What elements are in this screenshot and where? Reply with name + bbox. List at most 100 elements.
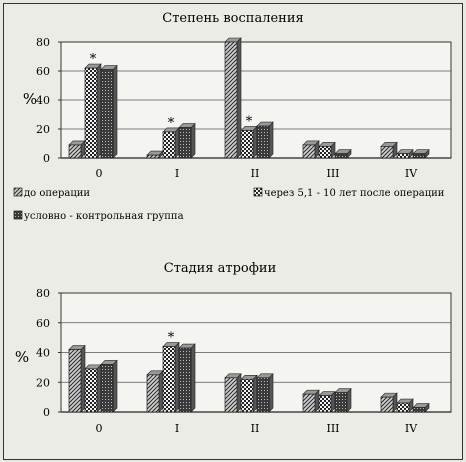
x-tick-label: 0 (96, 167, 103, 180)
y-axis-label: % (15, 348, 29, 366)
bar-side (252, 125, 258, 159)
bar-front (412, 407, 426, 413)
significance-asterisk: * (90, 52, 97, 67)
bar-front (162, 346, 176, 413)
bar (334, 387, 352, 413)
y-tick-label: 60 (36, 317, 50, 330)
bar (178, 122, 196, 159)
x-tick-label: II (251, 167, 260, 180)
bar-front (100, 69, 114, 159)
bar (240, 125, 258, 159)
bar-front (318, 146, 332, 159)
legend-label-pre-op: до операции (24, 188, 90, 199)
bar-front (380, 146, 394, 159)
bar (396, 398, 414, 413)
bar-front (240, 378, 254, 413)
legend-label-control: условно - контрольная группа (24, 211, 184, 222)
bar (318, 390, 336, 413)
bar-front (146, 374, 160, 413)
x-tick-label: II (251, 422, 260, 435)
bar (100, 64, 118, 159)
bar-side (190, 343, 196, 413)
chart-title: Степень воспаления (162, 11, 303, 26)
bar (68, 344, 86, 413)
x-tick-label: IV (405, 422, 418, 435)
bar-front (178, 127, 192, 159)
bar-front (380, 396, 394, 413)
bar-front (240, 130, 254, 159)
bar-front (412, 153, 426, 159)
bar (334, 148, 352, 159)
bar (412, 148, 430, 159)
bar-front (302, 144, 316, 159)
bar (256, 373, 274, 413)
bar-front (100, 364, 114, 413)
bar (380, 141, 398, 159)
bar-side (112, 359, 118, 413)
bar-front (334, 153, 348, 159)
bar-front (396, 153, 410, 159)
bar (256, 121, 274, 159)
y-tick-label: 80 (36, 287, 50, 300)
bar-front (256, 125, 270, 159)
bar-side (268, 121, 274, 159)
bar-front (224, 377, 238, 413)
legend-swatch-control (13, 210, 23, 220)
significance-asterisk: * (246, 114, 253, 129)
bar (84, 364, 102, 413)
bar-side (190, 122, 196, 159)
x-tick-label: III (326, 167, 339, 180)
bar-side (112, 64, 118, 159)
bar (318, 141, 336, 159)
bar (302, 140, 320, 159)
bar (178, 343, 196, 413)
bar-front (84, 368, 98, 413)
bar (240, 374, 258, 413)
bar (396, 148, 414, 159)
bar (100, 359, 118, 413)
bar-side (96, 364, 102, 413)
y-tick-label: 0 (43, 152, 50, 165)
x-tick-label: 0 (96, 422, 103, 435)
x-tick-label: I (175, 167, 179, 180)
bar (162, 127, 180, 159)
y-tick-label: 40 (36, 94, 50, 107)
significance-asterisk: * (168, 116, 175, 131)
x-tick-label: III (326, 422, 339, 435)
bar-front (146, 154, 160, 159)
legend: до операции через 5,1 - 10 лет после опе… (13, 187, 445, 222)
bar-side (174, 127, 180, 159)
bar-front (318, 395, 332, 413)
bar-front (84, 67, 98, 159)
legend-swatch-pre-op (13, 187, 23, 197)
y-tick-label: 40 (36, 347, 50, 360)
bar (162, 341, 180, 413)
chart-title: Стадия атрофии (164, 261, 277, 276)
y-tick-label: 20 (36, 123, 50, 136)
bar (224, 37, 242, 159)
bar (224, 373, 242, 413)
bar-front (396, 402, 410, 413)
bar-front (68, 349, 82, 413)
bar-side (96, 63, 102, 159)
bar-side (158, 370, 164, 413)
bar (302, 389, 320, 413)
bar (68, 140, 86, 159)
y-axis-label: % (23, 90, 37, 108)
y-tick-label: 0 (43, 406, 50, 419)
legend-label-post-op: через 5,1 - 10 лет после операции (264, 188, 445, 199)
bar-side (236, 37, 242, 159)
legend-swatch-post-op (253, 187, 263, 197)
bar (412, 402, 430, 413)
bar (84, 63, 102, 159)
bar-front (178, 347, 192, 413)
significance-asterisk: * (168, 331, 175, 346)
bar (380, 392, 398, 413)
y-tick-label: 60 (36, 65, 50, 78)
x-tick-label: I (175, 422, 179, 435)
